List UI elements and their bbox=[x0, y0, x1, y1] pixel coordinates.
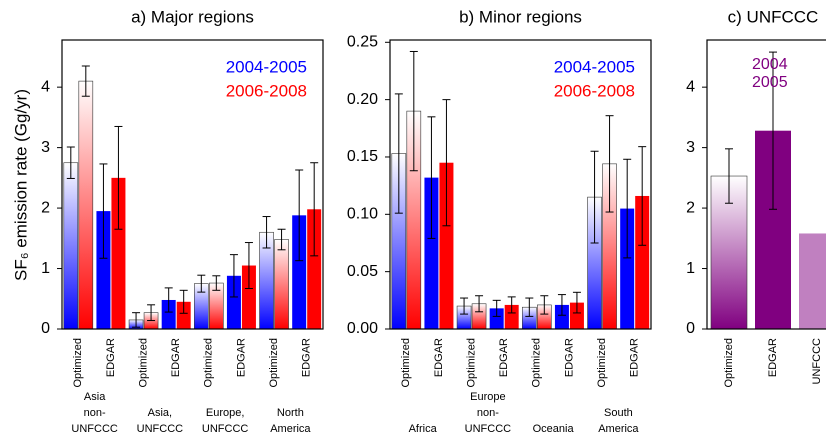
bar bbox=[96, 211, 111, 329]
legend-entry: 2004-2005 bbox=[554, 57, 635, 76]
group-label: Africa bbox=[409, 423, 438, 435]
legend-entry: 2005 bbox=[752, 74, 788, 91]
legend-entry: 2004 bbox=[752, 56, 788, 73]
legend-entry: 2004-2005 bbox=[226, 57, 307, 76]
bar bbox=[569, 302, 584, 329]
y-tick-label: 3 bbox=[686, 139, 695, 156]
x-tick-label: Optimized bbox=[72, 338, 84, 388]
group-label: UNFCCC bbox=[71, 423, 117, 435]
bar bbox=[161, 299, 176, 329]
group-label: Asia bbox=[84, 391, 106, 403]
y-tick-label: 4 bbox=[686, 78, 695, 95]
group-label: America bbox=[270, 423, 311, 435]
y-tick-label: 4 bbox=[41, 78, 50, 95]
group-label: non- bbox=[84, 407, 106, 419]
x-tick-label: EDGAR bbox=[235, 338, 247, 377]
panel-title: a) Major regions bbox=[131, 7, 254, 26]
x-tick-label: EDGAR bbox=[563, 338, 575, 377]
legend-entry: 2006-2008 bbox=[554, 81, 635, 100]
bar bbox=[241, 265, 256, 329]
x-tick-label: EDGAR bbox=[629, 338, 641, 377]
x-tick-label: Optimized bbox=[596, 338, 608, 388]
bar bbox=[554, 304, 569, 329]
y-tick-label: 0.00 bbox=[347, 320, 378, 337]
bar bbox=[424, 177, 439, 329]
bar bbox=[292, 215, 307, 329]
x-tick-label: UNFCCC bbox=[811, 338, 823, 384]
bar bbox=[489, 308, 504, 329]
plot-frame bbox=[389, 39, 652, 330]
y-tick-label: 2 bbox=[41, 199, 50, 216]
bar bbox=[439, 162, 454, 329]
y-tick-label: 3 bbox=[41, 139, 50, 156]
y-tick-label: 0 bbox=[686, 320, 695, 337]
bar bbox=[635, 195, 650, 329]
x-tick-label: EDGAR bbox=[767, 338, 779, 377]
y-tick-label: 0.05 bbox=[347, 263, 378, 280]
y-tick-label: 0.10 bbox=[347, 206, 378, 223]
group-label: South bbox=[604, 407, 633, 419]
y-tick-label: 1 bbox=[41, 260, 50, 277]
group-label: UNFCCC bbox=[137, 423, 183, 435]
plot-frame bbox=[61, 39, 324, 330]
bar bbox=[63, 162, 79, 330]
group-label: Europe bbox=[470, 391, 505, 403]
group-label: North bbox=[277, 407, 304, 419]
x-tick-label: EDGAR bbox=[498, 338, 510, 377]
bar bbox=[799, 233, 826, 329]
y-tick-label: 0.20 bbox=[347, 91, 378, 108]
group-label: America bbox=[598, 423, 639, 435]
panel-title: b) Minor regions bbox=[459, 7, 582, 26]
group-label: UNFCCC bbox=[465, 423, 511, 435]
bar bbox=[111, 177, 126, 329]
x-tick-label: EDGAR bbox=[433, 338, 445, 377]
bar bbox=[504, 304, 519, 329]
y-tick-label: 0.15 bbox=[347, 148, 378, 165]
bar bbox=[620, 208, 635, 329]
bar bbox=[176, 301, 191, 329]
y-tick-label: 0.25 bbox=[347, 34, 378, 51]
legend-entry: 2006-2008 bbox=[226, 81, 307, 100]
y-tick-label: 0 bbox=[41, 320, 50, 337]
plot-frame bbox=[706, 39, 826, 330]
x-tick-label: Optimized bbox=[531, 338, 543, 388]
y-tick-label: 1 bbox=[686, 260, 695, 277]
bar bbox=[307, 209, 322, 329]
bar bbox=[78, 80, 94, 330]
group-label: Oceania bbox=[533, 423, 575, 435]
x-tick-label: EDGAR bbox=[105, 338, 117, 377]
panel-title: c) UNFCCC bbox=[728, 7, 819, 26]
x-tick-label: Optimized bbox=[203, 338, 215, 388]
x-tick-label: EDGAR bbox=[301, 338, 313, 377]
x-tick-label: Optimized bbox=[268, 338, 280, 388]
x-tick-label: Optimized bbox=[137, 338, 149, 388]
x-tick-label: Optimized bbox=[723, 338, 735, 388]
x-tick-label: EDGAR bbox=[170, 338, 182, 377]
group-label: UNFCCC bbox=[202, 423, 248, 435]
group-label: non- bbox=[477, 407, 499, 419]
group-label: Europe, bbox=[206, 407, 245, 419]
x-tick-label: Optimized bbox=[400, 338, 412, 388]
bar bbox=[274, 239, 289, 330]
group-label: Asia, bbox=[148, 407, 172, 419]
y-tick-label: 2 bbox=[686, 199, 695, 216]
y-axis-label: SF₆ emission rate (Gg/yr) bbox=[11, 89, 30, 281]
bar bbox=[226, 275, 241, 329]
x-tick-label: Optimized bbox=[465, 338, 477, 388]
